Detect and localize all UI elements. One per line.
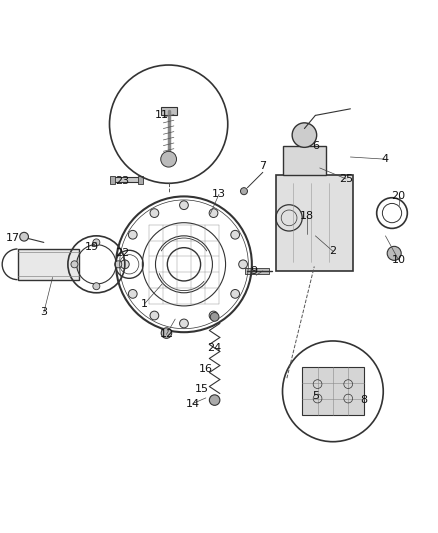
Circle shape (292, 123, 317, 147)
Circle shape (180, 201, 188, 209)
Text: 8: 8 (360, 395, 367, 405)
Text: 1: 1 (141, 298, 148, 309)
Text: 18: 18 (300, 211, 314, 221)
Circle shape (71, 261, 78, 268)
Bar (245, 268, 269, 273)
Circle shape (161, 328, 172, 338)
Circle shape (161, 151, 177, 167)
Text: 11: 11 (155, 110, 169, 120)
Circle shape (128, 289, 137, 298)
Text: 12: 12 (159, 329, 173, 340)
Bar (276, 174, 353, 271)
Text: 17: 17 (6, 233, 20, 243)
Bar (110, 176, 115, 184)
Text: 4: 4 (382, 154, 389, 164)
Bar (161, 107, 177, 115)
Circle shape (93, 239, 100, 246)
Circle shape (120, 260, 129, 269)
Text: 6: 6 (312, 141, 319, 151)
Text: 3: 3 (40, 308, 47, 318)
Text: 24: 24 (208, 343, 222, 352)
Circle shape (231, 289, 240, 298)
Circle shape (20, 232, 28, 241)
Text: 7: 7 (259, 161, 266, 171)
Circle shape (128, 230, 137, 239)
Bar (302, 367, 364, 415)
Circle shape (150, 311, 159, 320)
Text: 10: 10 (392, 255, 406, 265)
Circle shape (210, 312, 219, 321)
Circle shape (209, 395, 220, 405)
Text: 22: 22 (116, 248, 130, 259)
Circle shape (93, 282, 100, 290)
Text: 5: 5 (312, 391, 319, 401)
Circle shape (240, 188, 247, 195)
Circle shape (209, 311, 218, 320)
Text: 13: 13 (212, 189, 226, 199)
Text: 9: 9 (251, 266, 258, 276)
Text: 2: 2 (329, 246, 336, 256)
Circle shape (115, 261, 122, 268)
Text: 19: 19 (85, 242, 99, 252)
Circle shape (239, 260, 247, 269)
Text: 16: 16 (199, 365, 213, 374)
Text: 14: 14 (186, 399, 200, 409)
Bar (18, 249, 79, 280)
Circle shape (387, 246, 401, 260)
Text: 25: 25 (339, 174, 353, 184)
Circle shape (180, 319, 188, 328)
Bar (283, 146, 326, 174)
Text: 20: 20 (392, 191, 406, 201)
Bar (138, 176, 143, 184)
Circle shape (150, 209, 159, 217)
Circle shape (231, 230, 240, 239)
Text: 23: 23 (116, 176, 130, 186)
Text: 15: 15 (194, 384, 208, 394)
Bar (112, 177, 140, 182)
Circle shape (209, 209, 218, 217)
